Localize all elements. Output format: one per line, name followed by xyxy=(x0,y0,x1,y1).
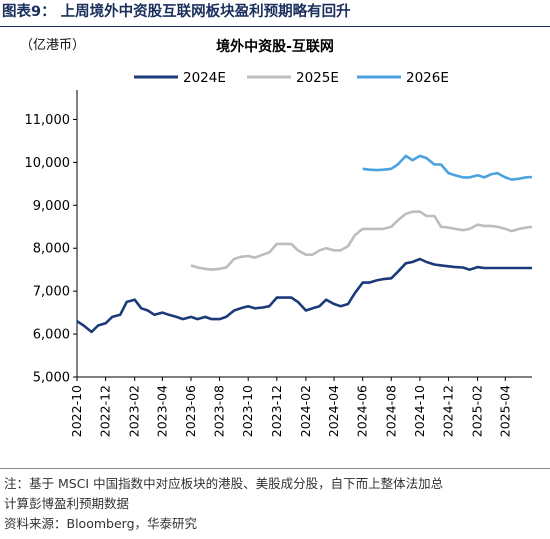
x-tick-label: 2023-12 xyxy=(269,385,284,437)
title-divider xyxy=(0,26,550,27)
x-tick-label: 2024-02 xyxy=(298,385,313,437)
legend-label-2025E: 2025E xyxy=(296,70,339,86)
y-tick-label: 9,000 xyxy=(33,199,70,214)
x-tick-label: 2024-04 xyxy=(326,385,341,437)
x-tick-label: 2025-04 xyxy=(497,385,512,437)
x-tick-label: 2025-02 xyxy=(470,385,485,437)
x-tick-label: 2023-10 xyxy=(240,385,255,437)
y-tick-label: 8,000 xyxy=(33,242,70,257)
y-tick-label: 7,000 xyxy=(33,285,70,300)
x-tick-label: 2024-10 xyxy=(412,385,427,437)
x-tick-label: 2024-12 xyxy=(441,385,456,437)
series-line-2024E xyxy=(76,257,532,334)
x-tick-label: 2023-06 xyxy=(183,385,198,437)
y-tick-label: 11,000 xyxy=(25,113,71,128)
x-tick-label: 2023-04 xyxy=(154,385,169,437)
x-tick-label: 2024-06 xyxy=(355,385,370,437)
legend-label-2024E: 2024E xyxy=(183,70,226,86)
source-line: 资料来源：Bloomberg，华泰研究 xyxy=(4,516,197,531)
x-tick-label: 2022-12 xyxy=(98,385,113,437)
series-line-2026E xyxy=(362,154,533,181)
x-tick-label: 2023-02 xyxy=(127,385,142,437)
legend-label-2026E: 2026E xyxy=(406,70,449,86)
y-tick-label: 6,000 xyxy=(33,328,70,343)
note-line-1: 注：基于 MSCI 中国指数中对应板块的港股、美股成分股，自下而上整体法加总 xyxy=(4,476,444,491)
unit-label: （亿港币） xyxy=(20,38,86,53)
note-line-2: 计算彭博盈利预期数据 xyxy=(4,496,130,511)
x-tick-label: 2024-08 xyxy=(383,385,398,437)
y-tick-label: 10,000 xyxy=(25,156,71,171)
series-line-2025E xyxy=(190,210,533,271)
x-tick-label: 2023-08 xyxy=(212,385,227,437)
chart-title: 境外中资股-互联网 xyxy=(216,39,334,55)
y-tick-label: 5,000 xyxy=(33,371,70,386)
figure-title: 图表9： 上周境外中资股互联网板块盈利预期略有回升 xyxy=(2,4,351,20)
x-tick-label: 2022-10 xyxy=(69,385,84,437)
footer-divider xyxy=(0,468,550,469)
